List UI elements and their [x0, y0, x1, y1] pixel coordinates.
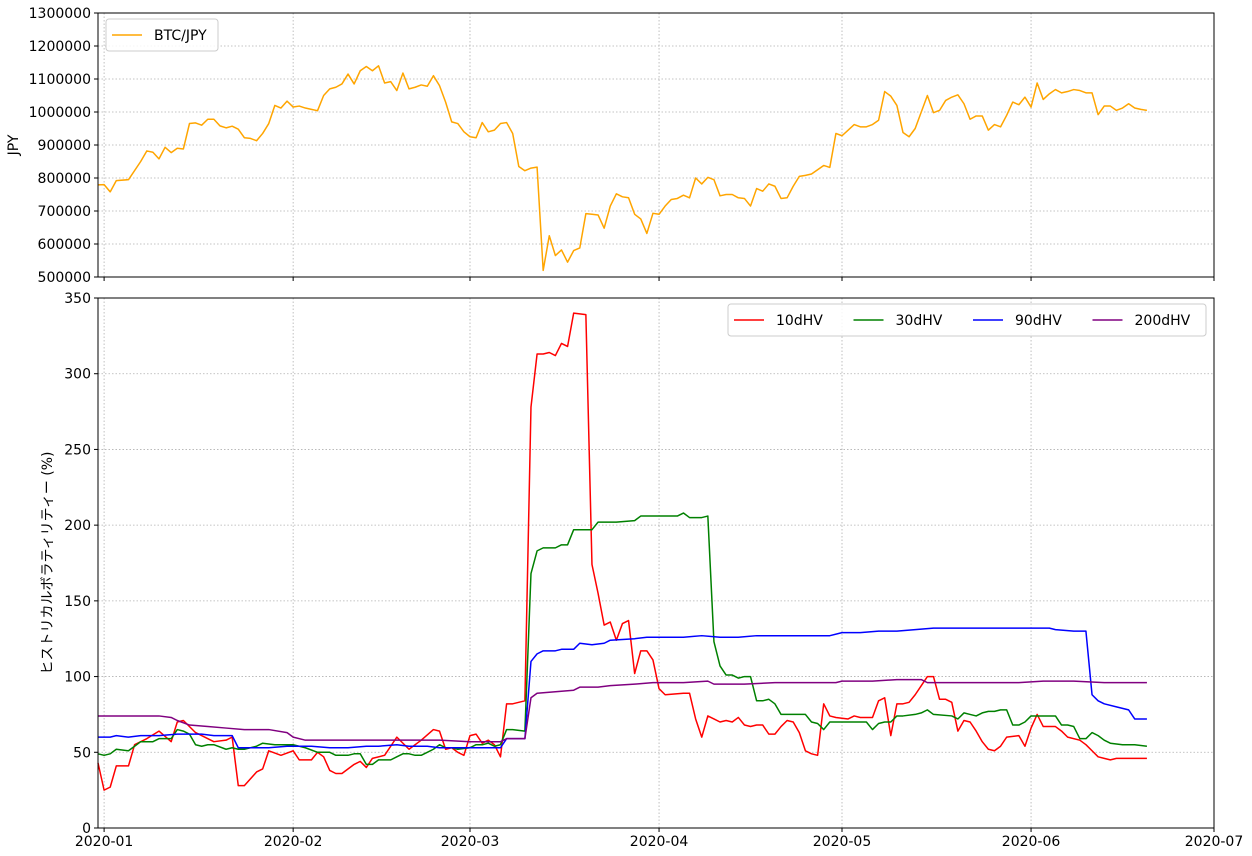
legend-label-200dhv: 200dHV [1135, 313, 1191, 329]
y-tick-label-0: 0 [82, 821, 91, 837]
y-tick-label-900000: 900000 [38, 138, 91, 154]
y-tick-label-800000: 800000 [38, 171, 91, 187]
series-line-btc-jpy [97, 65, 1148, 272]
y-axis-label: ヒストリカルボラティリティー (%) [40, 452, 56, 675]
y-tick-label-150: 150 [64, 594, 91, 610]
volatility-panel: 2020-01 2020-02 2020-03 2020-04 2020-05 2020-… [40, 291, 1243, 850]
legend-label-90dhv: 90dHV [1015, 313, 1062, 329]
y-tick-label-50: 50 [73, 745, 91, 761]
y-tick-label-1000000: 1000000 [29, 105, 91, 121]
legend-box [105, 18, 219, 52]
y-tick-label-500000: 500000 [38, 270, 91, 286]
x-tick-label-2020-05: 2020-05 [813, 834, 872, 850]
legend: BTC/JPY [105, 18, 219, 52]
x-tick-label-2020-02: 2020-02 [264, 834, 323, 850]
plot-frame [97, 297, 1215, 829]
y-axis-label: JPY [6, 134, 22, 156]
legend-label-30dhv: 30dHV [896, 313, 943, 329]
y-tick-label-100: 100 [64, 670, 91, 686]
y-tick-label-1200000: 1200000 [29, 39, 91, 55]
x-tick-label-2020-04: 2020-04 [630, 834, 689, 850]
y-tick-label-1100000: 1100000 [29, 72, 91, 88]
legend-label-btc-jpy: BTC/JPY [154, 28, 207, 44]
price-panel: 500000 600000 700000 800000 900000 1000000 110… [6, 6, 1215, 286]
y-tick-label-300: 300 [64, 367, 91, 383]
x-tick-label-2020-06: 2020-06 [1002, 834, 1061, 850]
series-line-30dhv [97, 512, 1148, 766]
legend-label-10dhv: 10dHV [776, 313, 823, 329]
y-tick-label-700000: 700000 [38, 204, 91, 220]
y-tick-label-1300000: 1300000 [29, 6, 91, 22]
x-tick-label-2020-01: 2020-01 [75, 834, 134, 850]
legend-box [727, 303, 1207, 337]
series-line-200dhv [98, 678, 1147, 743]
y-tick-label-600000: 600000 [38, 237, 91, 253]
series-line-90dhv [98, 627, 1147, 749]
x-tick-label-2020-03: 2020-03 [441, 834, 500, 850]
y-tick-label-200: 200 [64, 518, 91, 534]
y-tick-label-350: 350 [64, 291, 91, 307]
y-tick-label-250: 250 [64, 442, 91, 458]
x-tick-label-2020-07: 2020-07 [1185, 834, 1244, 850]
series-line-10dhv [97, 312, 1147, 791]
legend: 10dHV 30dHV 90dHV 200dHV [727, 303, 1207, 337]
